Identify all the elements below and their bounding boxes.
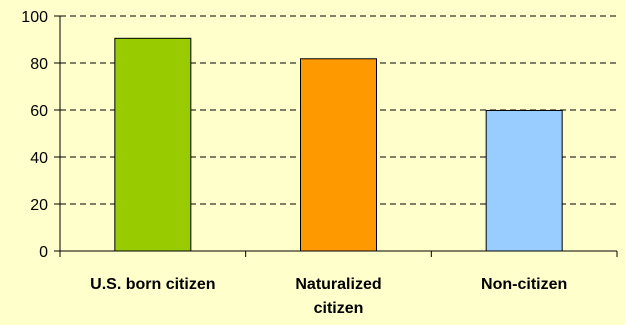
bars: [114, 37, 563, 252]
axes: [54, 15, 618, 257]
category-label: Naturalized: [295, 276, 381, 293]
y-tick-label: 80: [30, 56, 48, 73]
category-labels: U.S. born citizen Naturalized citizen Non-c…: [90, 276, 567, 317]
bar-2: [485, 109, 563, 252]
bar-0: [114, 37, 192, 252]
category-label: Non-citizen: [481, 276, 567, 293]
y-tick-labels: 0 20 40 60 80 100: [21, 9, 48, 261]
y-tick-label: 100: [21, 9, 48, 26]
category-label: citizen: [314, 300, 364, 317]
y-tick-label: 60: [30, 103, 48, 120]
bar-1: [300, 58, 377, 252]
y-tick-label: 0: [39, 244, 48, 261]
y-tick-label: 20: [30, 197, 48, 214]
category-label: U.S. born citizen: [90, 276, 215, 293]
y-tick-label: 40: [30, 150, 48, 167]
